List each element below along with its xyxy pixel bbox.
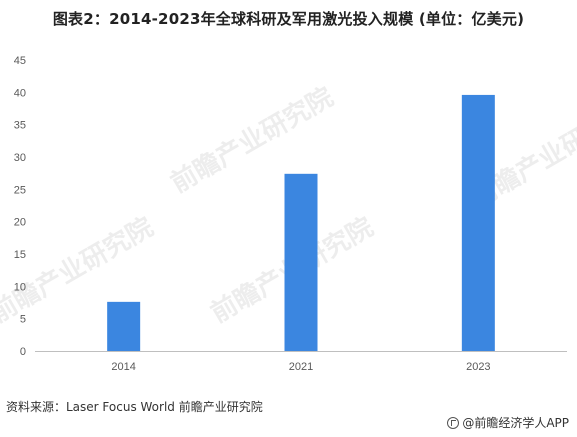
x-tick-label: 2021 xyxy=(289,361,313,373)
y-tick-label: 30 xyxy=(14,152,26,164)
x-tick-label: 2023 xyxy=(466,361,490,373)
y-tick-label: 20 xyxy=(14,217,26,229)
y-tick-label: 40 xyxy=(14,87,26,99)
y-tick-label: 35 xyxy=(14,120,26,132)
y-tick-label: 15 xyxy=(14,249,26,261)
y-tick-label: 0 xyxy=(20,346,26,358)
bar-2014 xyxy=(107,301,141,351)
bar-2021 xyxy=(284,173,318,351)
logo-icon xyxy=(447,416,460,429)
chart-title: 图表2：2014-2023年全球科研及军用激光投入规模 (单位：亿美元) xyxy=(52,10,525,28)
publisher-logo: @前瞻经济学人APP xyxy=(447,414,569,431)
bar-2023 xyxy=(461,94,495,352)
source-note: 资料来源：Laser Focus World 前瞻产业研究院 xyxy=(6,400,263,414)
y-tick-label: 45 xyxy=(14,55,26,67)
y-tick-label: 10 xyxy=(14,281,26,293)
logo-text: @前瞻经济学人APP xyxy=(462,416,569,430)
x-tick-label: 2014 xyxy=(111,361,135,373)
y-tick-label: 5 xyxy=(20,314,26,326)
y-tick-label: 25 xyxy=(14,184,26,196)
